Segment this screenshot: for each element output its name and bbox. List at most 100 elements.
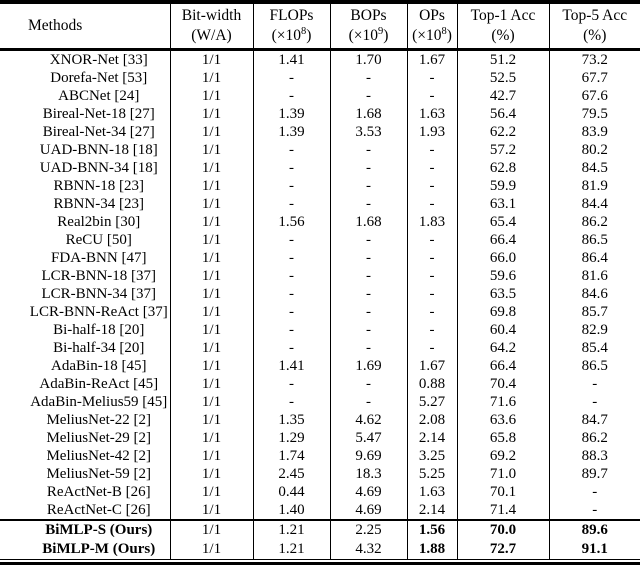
table-row: AdaBin-ReAct [45] 1/1- -0.88 70.4-: [0, 375, 640, 393]
value-cell: 1.83: [407, 213, 458, 231]
table-row: Bi-half-18 [20] 1/1- - -60.4 82.9: [0, 321, 640, 339]
value-cell: 60.4: [457, 321, 550, 339]
method-cell: AdaBin-ReAct [45]: [0, 375, 171, 393]
value-cell: 65.8: [457, 429, 550, 447]
value-cell: 79.5: [581, 106, 608, 122]
column-header-line2: (×109): [348, 25, 389, 44]
value-cell: -: [253, 303, 331, 321]
value-cell: 1/1: [170, 303, 254, 321]
value-cell: 67.7: [581, 70, 608, 86]
value-cell: 3.25: [407, 447, 458, 465]
table-row: FDA-BNN [47] 1/1- - -66.0 86.4: [0, 249, 640, 267]
value-cell: 86.2: [581, 430, 608, 446]
method-cell: Dorefa-Net [53]: [0, 69, 171, 87]
value-cell: 1.41: [253, 49, 331, 69]
value-cell: -: [253, 69, 331, 87]
column-header-line1: FLOPs: [269, 7, 314, 24]
value-cell: 1.70: [330, 49, 408, 69]
value-cell: 1.21: [253, 540, 331, 560]
table-row: Bireal-Net-18 [27] 1/1 1.39 1.68 1.63 56.4 79.…: [0, 105, 640, 123]
value-cell: 57.2: [457, 141, 550, 159]
value-cell: 1.39: [253, 105, 331, 123]
method-cell: Real2bin [30]: [0, 213, 171, 231]
column-header-line2: (W/A): [191, 27, 232, 44]
table-row: RBNN-34 [23] 1/1- - -63.1 84.4: [0, 195, 640, 213]
value-cell: 5.27: [407, 393, 458, 411]
value-cell: 1/1: [170, 231, 254, 249]
value-cell: 18.3: [330, 465, 408, 483]
value-cell: -: [253, 267, 331, 285]
method-cell: LCR-BNN-34 [37]: [0, 285, 171, 303]
value-cell: 62.2: [457, 123, 550, 141]
method-cell: UAD-BNN-18 [18]: [0, 141, 171, 159]
value-cell: -: [253, 87, 331, 105]
value-cell: 63.6: [457, 411, 550, 429]
value-cell: 1.69: [330, 357, 408, 375]
value-cell: -: [253, 231, 331, 249]
value-cell: 1/1: [170, 87, 254, 105]
exponent: 9: [377, 25, 384, 37]
value-cell: -: [407, 285, 458, 303]
value-cell: 3.53: [330, 123, 408, 141]
value-cell: -: [592, 502, 598, 518]
value-cell: 0.44: [253, 483, 331, 501]
column-header: Top-1 Acc (%): [457, 2, 550, 50]
method-cell: AdaBin-18 [45]: [0, 357, 171, 375]
table-body-ours: BiMLP-S (Ours) 1/1 1.21 2.25 1.56 70.0 89.6 BiM…: [0, 520, 640, 560]
header-row: Methods Bit-width (W/A) FLOPs (×108) BOPs (×10…: [0, 2, 640, 50]
value-cell: 1/1: [170, 321, 254, 339]
method-cell: AdaBin-Melius59 [45]: [0, 393, 171, 411]
method-cell: Bi-half-34 [20]: [0, 339, 171, 357]
method-cell: UAD-BNN-34 [18]: [0, 159, 171, 177]
table-row: AdaBin-18 [45] 1/1 1.41 1.69 1.67 66.4 86.5: [0, 357, 640, 375]
value-cell: 4.32: [330, 540, 408, 560]
value-cell: 1.67: [407, 357, 458, 375]
table-row: ReActNet-C [26] 1/1 1.40 4.69 2.14 71.4 -: [0, 501, 640, 520]
method-cell: ReCU [50]: [0, 231, 171, 249]
value-cell: 1/1: [170, 123, 254, 141]
value-cell: 88.3: [581, 448, 608, 464]
column-header: BOPs (×109): [330, 2, 408, 50]
value-cell: 1.93: [407, 123, 458, 141]
table-row: LCR-BNN-34 [37] 1/1- - -63.5 84.6: [0, 285, 640, 303]
method-cell: MeliusNet-59 [2]: [0, 465, 171, 483]
value-cell: 1.35: [253, 411, 331, 429]
value-cell: 65.4: [457, 213, 550, 231]
table-row: UAD-BNN-18 [18] 1/1- - -57.2 80.2: [0, 141, 640, 159]
value-cell: 0.88: [407, 375, 458, 393]
value-cell: 1.56: [407, 520, 458, 540]
column-header: Top-5 Acc (%): [549, 2, 640, 50]
method-cell: BiMLP-S (Ours): [0, 520, 171, 540]
method-cell: LCR-BNN-ReAct [37]: [0, 303, 171, 321]
value-cell: 1/1: [170, 249, 254, 267]
value-cell: -: [330, 177, 408, 195]
value-cell: 2.08: [407, 411, 458, 429]
value-cell: -: [407, 321, 458, 339]
table-row: Real2bin [30] 1/1 1.56 1.68 1.83 65.4 86.2: [0, 213, 640, 231]
value-cell: -: [330, 231, 408, 249]
column-header-line1: OPs: [419, 7, 445, 24]
table-row: AdaBin-Melius59 [45] 1/1- -5.27 71.6-: [0, 393, 640, 411]
value-cell: -: [330, 195, 408, 213]
method-cell: MeliusNet-22 [2]: [0, 411, 171, 429]
value-cell: 73.2: [581, 52, 608, 68]
value-cell: 71.4: [457, 501, 550, 520]
table-row: Bi-half-34 [20] 1/1- - -64.2 85.4: [0, 339, 640, 357]
table-header: Methods Bit-width (W/A) FLOPs (×108) BOPs (×10…: [0, 2, 640, 50]
value-cell: 66.4: [457, 231, 550, 249]
value-cell: -: [330, 303, 408, 321]
value-cell: 1/1: [170, 411, 254, 429]
value-cell: 4.62: [330, 411, 408, 429]
value-cell: -: [253, 321, 331, 339]
value-cell: 66.0: [457, 249, 550, 267]
value-cell: 1/1: [170, 195, 254, 213]
value-cell: 62.8: [457, 159, 550, 177]
column-header-line1: Top-1 Acc: [470, 7, 536, 24]
value-cell: 1/1: [170, 339, 254, 357]
table-row: ABCNet [24] 1/1- - -42.7 67.6: [0, 87, 640, 105]
value-cell: 72.7: [457, 540, 550, 560]
value-cell: 1.68: [330, 105, 408, 123]
value-cell: -: [253, 375, 331, 393]
value-cell: 85.7: [581, 304, 608, 320]
table-row: UAD-BNN-34 [18] 1/1- - -62.8 84.5: [0, 159, 640, 177]
